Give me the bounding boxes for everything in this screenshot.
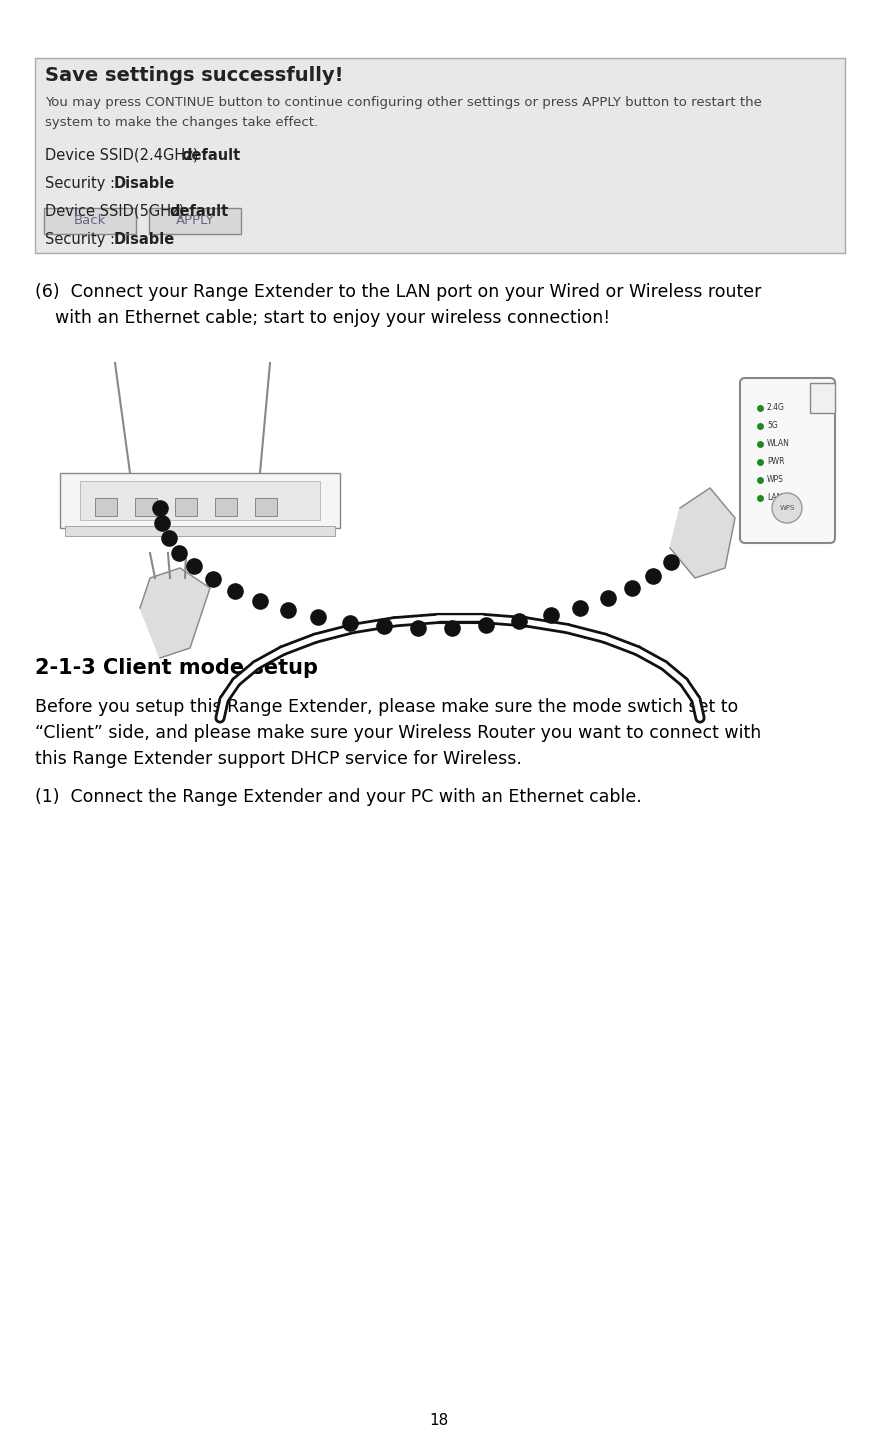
Text: WLAN: WLAN — [766, 440, 789, 449]
Text: Security :: Security : — [45, 232, 119, 248]
Point — [645, 565, 660, 588]
Text: WPS: WPS — [779, 505, 794, 511]
Text: (6)  Connect your Range Extender to the LAN port on your Wired or Wireless route: (6) Connect your Range Extender to the L… — [35, 282, 760, 301]
Point — [376, 614, 390, 637]
Point — [311, 605, 325, 628]
Text: 2.4G: 2.4G — [766, 404, 784, 413]
Text: “Client” side, and please make sure your Wireless Router you want to connect wit: “Client” side, and please make sure your… — [35, 724, 760, 741]
FancyBboxPatch shape — [739, 378, 834, 543]
Text: default: default — [182, 148, 240, 164]
Point — [253, 589, 267, 613]
Polygon shape — [139, 568, 210, 657]
FancyBboxPatch shape — [60, 473, 339, 529]
FancyBboxPatch shape — [149, 209, 240, 235]
Bar — [215, 498, 237, 515]
FancyBboxPatch shape — [80, 481, 319, 520]
Text: default: default — [168, 204, 228, 219]
Point — [155, 511, 169, 534]
Point — [511, 610, 525, 633]
Point — [573, 597, 587, 620]
Circle shape — [771, 492, 801, 523]
Text: this Range Extender support DHCP service for Wireless.: this Range Extender support DHCP service… — [35, 750, 521, 767]
Text: Save settings successfully!: Save settings successfully! — [45, 67, 343, 85]
Bar — [175, 498, 196, 515]
Point — [543, 604, 557, 627]
Point — [205, 568, 219, 591]
Point — [161, 527, 175, 550]
Text: Device SSID(2.4GHz) :: Device SSID(2.4GHz) : — [45, 148, 212, 164]
Text: system to make the changes take effect.: system to make the changes take effect. — [45, 116, 317, 129]
Text: (1)  Connect the Range Extender and your PC with an Ethernet cable.: (1) Connect the Range Extender and your … — [35, 788, 641, 807]
Bar — [95, 498, 117, 515]
Text: Before you setup this Range Extender, please make sure the mode swtich set to: Before you setup this Range Extender, pl… — [35, 698, 738, 715]
Text: 2-1-3 Client mode setup: 2-1-3 Client mode setup — [35, 657, 317, 678]
Point — [479, 614, 493, 637]
Point — [445, 615, 459, 639]
Bar — [135, 498, 157, 515]
Text: PWR: PWR — [766, 458, 784, 466]
Text: LAN: LAN — [766, 494, 781, 502]
FancyBboxPatch shape — [44, 209, 136, 235]
Text: Security :: Security : — [45, 177, 119, 191]
Point — [281, 598, 295, 621]
Point — [663, 550, 677, 573]
Text: WPS: WPS — [766, 475, 783, 485]
Bar — [254, 498, 276, 515]
Point — [153, 497, 167, 520]
Text: 5G: 5G — [766, 421, 777, 430]
Point — [600, 586, 614, 610]
FancyBboxPatch shape — [809, 384, 834, 413]
FancyBboxPatch shape — [35, 58, 844, 253]
Text: Disable: Disable — [113, 232, 175, 248]
Text: You may press CONTINUE button to continue configuring other settings or press AP: You may press CONTINUE button to continu… — [45, 96, 761, 109]
Text: APPLY: APPLY — [175, 214, 214, 227]
Text: with an Ethernet cable; start to enjoy your wireless connection!: with an Ethernet cable; start to enjoy y… — [55, 308, 610, 327]
Text: 18: 18 — [429, 1413, 448, 1428]
FancyBboxPatch shape — [65, 526, 335, 536]
Point — [172, 542, 186, 565]
Text: Back: Back — [74, 214, 106, 227]
Point — [187, 555, 201, 578]
Point — [410, 617, 424, 640]
Polygon shape — [669, 488, 734, 578]
Text: Device SSID(5GHz) :: Device SSID(5GHz) : — [45, 204, 198, 219]
Text: Disable: Disable — [113, 177, 175, 191]
Point — [343, 611, 357, 634]
Point — [624, 576, 638, 599]
Point — [227, 579, 241, 602]
